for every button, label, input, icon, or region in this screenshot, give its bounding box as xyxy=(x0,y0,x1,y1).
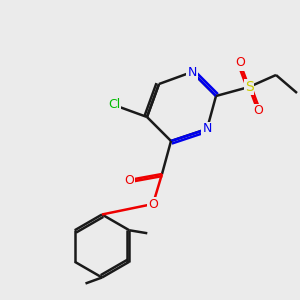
Text: O: O xyxy=(148,197,158,211)
Text: N: N xyxy=(202,122,212,136)
Text: O: O xyxy=(253,104,263,118)
Text: N: N xyxy=(187,65,197,79)
Text: O: O xyxy=(124,173,134,187)
Text: S: S xyxy=(244,80,253,94)
Text: Cl: Cl xyxy=(108,98,120,112)
Text: O: O xyxy=(235,56,245,70)
